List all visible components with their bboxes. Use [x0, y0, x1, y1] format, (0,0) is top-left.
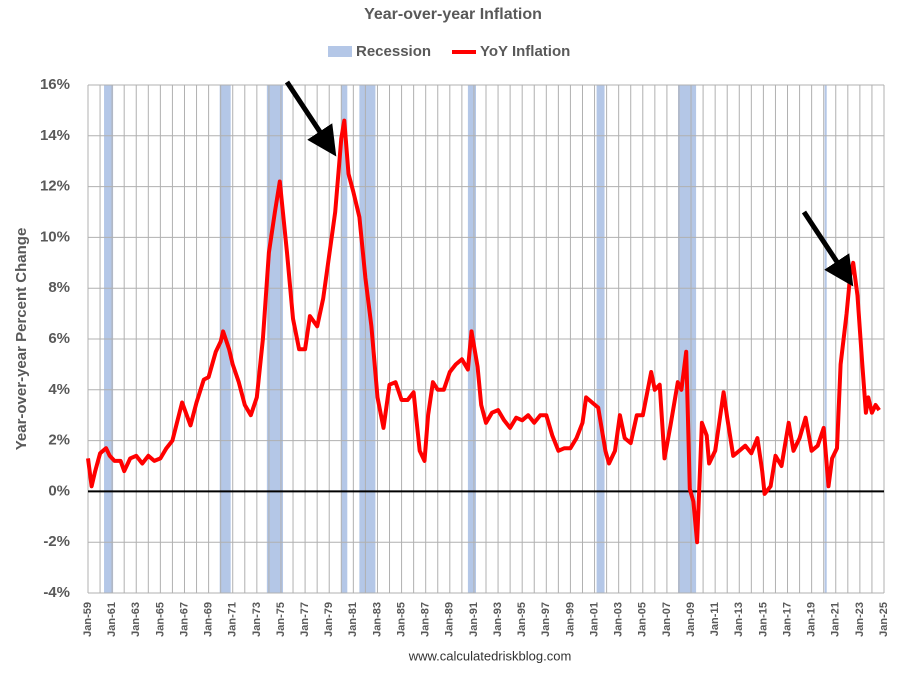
source: www.calculatedriskblog.com [408, 648, 572, 663]
y-tick-label: 8% [48, 279, 70, 296]
x-tick-label: Jan-97 [540, 602, 552, 637]
chart-title: Year-over-year Inflation [364, 6, 542, 23]
x-tick-label: Jan-59 [82, 602, 94, 637]
x-tick-label: Jan-83 [371, 602, 383, 637]
x-tick-label: Jan-23 [854, 602, 866, 637]
x-tick-label: Jan-13 [733, 602, 745, 637]
legend-label: YoY Inflation [480, 43, 570, 60]
x-tick-label: Jan-71 [227, 602, 239, 637]
x-tick-label: Jan-81 [347, 602, 359, 637]
x-tick-label: Jan-19 [806, 602, 818, 637]
x-tick-label: Jan-03 [613, 602, 625, 637]
x-tick-label: Jan-73 [251, 602, 263, 637]
x-tick-label: Jan-85 [395, 602, 407, 637]
x-tick-label: Jan-87 [420, 602, 432, 637]
legend-label: Recession [356, 43, 431, 60]
x-tick-label: Jan-15 [757, 602, 769, 637]
x-tick-label: Jan-07 [661, 602, 673, 637]
y-tick-label: 0% [48, 482, 70, 499]
x-tick-label: Jan-65 [154, 602, 166, 637]
x-tick-label: Jan-11 [709, 602, 721, 636]
legend-swatch [328, 46, 352, 57]
x-tick-label: Jan-77 [299, 602, 311, 637]
x-tick-label: Jan-89 [444, 602, 456, 637]
x-tick-label: Jan-01 [588, 602, 600, 637]
y-tick-label: 6% [48, 330, 70, 347]
y-tick-label: -4% [43, 584, 70, 601]
y-tick-label: 12% [40, 178, 70, 195]
x-tick-label: Jan-25 [878, 602, 890, 637]
y-tick-label: 4% [48, 381, 70, 398]
y-axis-label: Year-over-year Percent Change [13, 228, 30, 451]
x-tick-label: Jan-17 [781, 602, 793, 637]
x-tick-label: Jan-93 [492, 602, 504, 637]
x-tick-label: Jan-67 [178, 602, 190, 637]
x-tick-label: Jan-95 [516, 602, 528, 637]
arrow [284, 80, 337, 157]
x-tick-label: Jan-09 [685, 602, 697, 637]
y-tick-label: -2% [43, 533, 70, 550]
y-tick-label: 2% [48, 432, 70, 449]
y-tick-label: 16% [40, 76, 70, 93]
x-tick-label: Jan-69 [203, 602, 215, 637]
x-tick-label: Jan-91 [468, 602, 480, 637]
x-tick-label: Jan-99 [564, 602, 576, 637]
x-tick-label: Jan-05 [637, 602, 649, 637]
y-tick-label: 10% [40, 228, 70, 245]
x-tick-label: Jan-75 [275, 602, 287, 637]
arrow [801, 210, 854, 287]
x-tick-label: Jan-61 [106, 602, 118, 637]
x-tick-label: Jan-21 [830, 602, 842, 637]
data-line [86, 118, 881, 545]
plot-area: Jan-59 Jan-61 Jan-63 Jan-65 Jan-67 Jan-69 Jan-… [40, 76, 890, 637]
x-tick-label: Jan-79 [323, 602, 335, 637]
x-tick-label: Jan-63 [130, 602, 142, 637]
y-tick-label: 14% [40, 127, 70, 144]
